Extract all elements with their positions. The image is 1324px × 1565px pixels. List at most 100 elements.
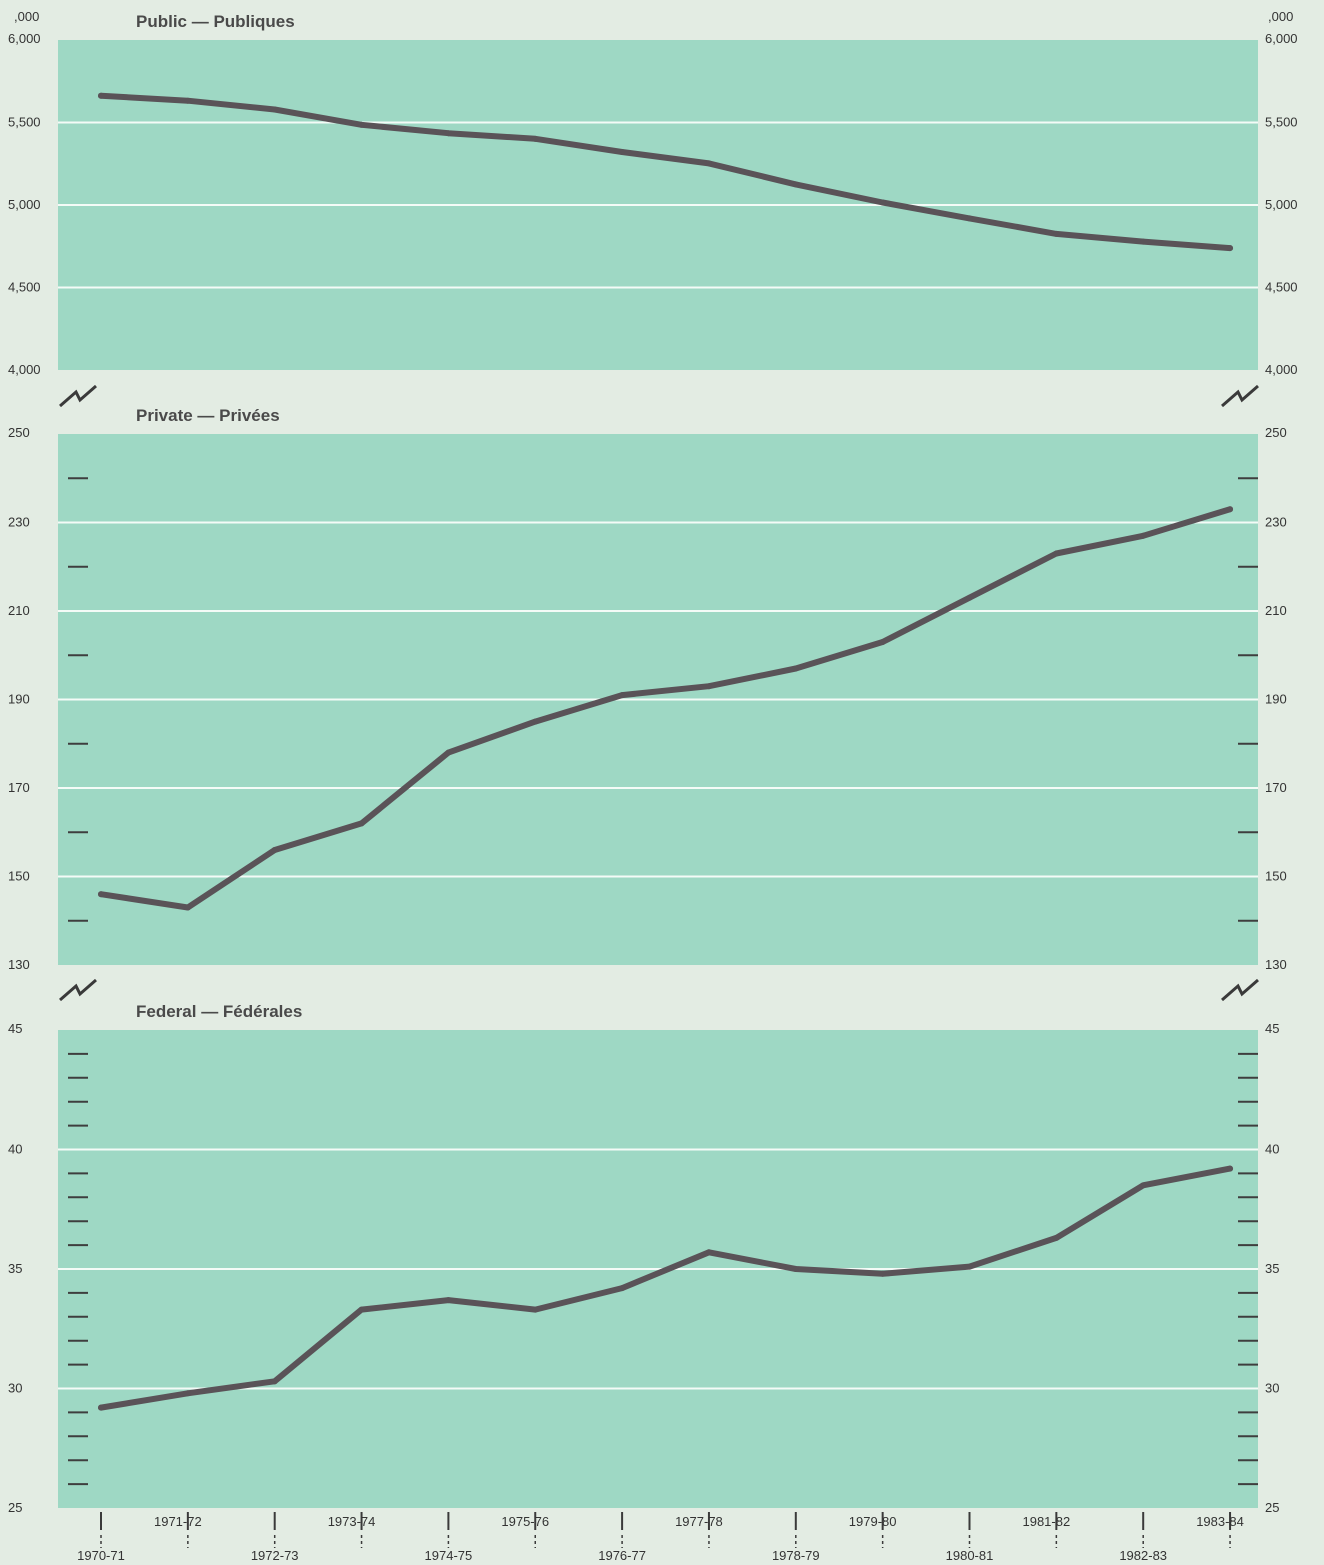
data-point-1980-81 [966, 215, 973, 222]
x-axis: 1970-71 1971-72 1972-73 1973-74 1974-75 1975-… [77, 1512, 1244, 1563]
y-tick-label-left: 250 [8, 425, 30, 440]
axis-break-icon [1221, 978, 1259, 1002]
x-tick-label: 1976-77 [598, 1548, 646, 1563]
data-point-1970-71 [98, 92, 104, 99]
y-tick-label-right: 5,500 [1265, 115, 1298, 130]
data-point-1970-71 [98, 1404, 104, 1411]
x-tick-label: 1970-71 [77, 1548, 125, 1563]
data-point-1983-84 [1227, 1165, 1234, 1172]
axis-break-icon [59, 384, 97, 408]
y-tick-label-left: 35 [8, 1261, 22, 1276]
y-tick-label-right: 6,000 [1265, 31, 1298, 46]
x-tick-label: 1972-73 [251, 1548, 299, 1563]
y-tick-label-right: 30 [1265, 1381, 1279, 1396]
panel-title: Private — Privées [136, 406, 280, 425]
unit-label-left: ,000 [14, 9, 39, 24]
data-point-1971-72 [184, 97, 191, 104]
axis-break-icon [1221, 384, 1259, 408]
data-point-1982-83 [1140, 532, 1147, 539]
y-tick-label-right: 230 [1265, 515, 1287, 530]
data-point-1978-79 [792, 181, 799, 188]
data-point-1972-73 [271, 106, 278, 113]
data-point-1971-72 [184, 1390, 191, 1397]
x-tick-label: 1983-84 [1196, 1514, 1244, 1529]
y-tick-label-right: 130 [1265, 957, 1287, 972]
x-tick-label: 1977-78 [675, 1514, 723, 1529]
chart-panel-1: 4,000 4,000 4,500 4,500 5,000 5,000 5,500 5,500… [8, 9, 1298, 377]
y-tick-label-left: 5,000 [8, 197, 41, 212]
panel-title: Federal — Fédérales [136, 1002, 302, 1021]
data-point-1981-82 [1053, 550, 1060, 557]
data-point-1977-78 [705, 160, 712, 167]
data-point-1976-77 [619, 1285, 626, 1292]
data-point-1973-74 [358, 1306, 365, 1313]
y-tick-label-left: 230 [8, 515, 30, 530]
y-tick-label-left: 210 [8, 603, 30, 618]
data-point-1976-77 [619, 149, 626, 156]
y-tick-label-right: 250 [1265, 425, 1287, 440]
y-tick-label-left: 150 [8, 869, 30, 884]
data-point-1982-83 [1140, 1182, 1147, 1189]
data-point-1973-74 [358, 121, 365, 128]
data-point-1980-81 [966, 1263, 973, 1270]
data-point-1974-75 [445, 130, 452, 137]
series-line [98, 506, 1233, 911]
data-point-1981-82 [1053, 230, 1060, 237]
y-tick-label-right: 210 [1265, 603, 1287, 618]
y-tick-label-left: 4,000 [8, 362, 41, 377]
y-tick-label-right: 35 [1265, 1261, 1279, 1276]
y-tick-label-right: 150 [1265, 869, 1287, 884]
y-tick-label-left: 25 [8, 1500, 22, 1515]
axis-break-icon [59, 978, 97, 1002]
panel-title: Public — Publiques [136, 12, 295, 31]
data-point-1975-76 [532, 718, 539, 725]
data-point-1973-74 [358, 820, 365, 827]
data-point-1982-83 [1140, 238, 1147, 245]
y-tick-label-right: 5,000 [1265, 197, 1298, 212]
x-tick-label: 1975-76 [501, 1514, 549, 1529]
y-tick-label-left: 190 [8, 692, 30, 707]
series-line [98, 92, 1233, 252]
chart-panel-2: 130 130 150 150 170 170 190 190 210 210 230 230 250 2… [8, 406, 1287, 972]
y-tick-label-right: 4,500 [1265, 280, 1298, 295]
y-tick-label-right: 25 [1265, 1500, 1279, 1515]
data-point-1975-76 [532, 1306, 539, 1313]
x-tick-label: 1978-79 [772, 1548, 820, 1563]
data-point-1978-79 [792, 1266, 799, 1272]
chart-panel-3: 25 25 30 30 35 35 40 40 45 45 Federal — Fédérales [8, 1002, 1279, 1515]
data-point-1972-73 [271, 1378, 278, 1385]
data-point-1983-84 [1227, 506, 1234, 513]
x-tick-label: 1971-72 [154, 1514, 202, 1529]
data-point-1972-73 [271, 846, 278, 853]
data-point-1980-81 [966, 594, 973, 601]
x-tick-label: 1982-83 [1119, 1548, 1167, 1563]
data-point-1981-82 [1053, 1234, 1060, 1241]
data-point-1974-75 [445, 1297, 452, 1304]
y-tick-label-right: 45 [1265, 1021, 1279, 1036]
unit-label-right: ,000 [1268, 9, 1293, 24]
data-point-1971-72 [184, 904, 191, 911]
y-tick-label-right: 170 [1265, 780, 1287, 795]
y-tick-label-left: 30 [8, 1381, 22, 1396]
x-tick-label: 1973-74 [328, 1514, 376, 1529]
data-point-1983-84 [1227, 245, 1234, 252]
x-tick-label: 1980-81 [946, 1548, 994, 1563]
data-point-1979-80 [879, 1270, 886, 1277]
y-tick-label-right: 40 [1265, 1142, 1279, 1157]
data-point-1976-77 [619, 692, 626, 699]
data-point-1979-80 [879, 638, 886, 645]
data-point-1974-75 [445, 749, 452, 756]
y-tick-label-left: 40 [8, 1142, 22, 1157]
data-point-1970-71 [98, 891, 104, 898]
x-tick-label: 1979-80 [849, 1514, 897, 1529]
y-tick-label-left: 170 [8, 780, 30, 795]
y-tick-label-left: 6,000 [8, 31, 41, 46]
y-tick-label-right: 190 [1265, 692, 1287, 707]
y-tick-label-left: 130 [8, 957, 30, 972]
x-tick-label: 1974-75 [425, 1548, 473, 1563]
data-point-1978-79 [792, 665, 799, 672]
x-tick-label: 1981-82 [1022, 1514, 1070, 1529]
series-line [98, 1165, 1233, 1411]
data-point-1975-76 [532, 135, 539, 142]
